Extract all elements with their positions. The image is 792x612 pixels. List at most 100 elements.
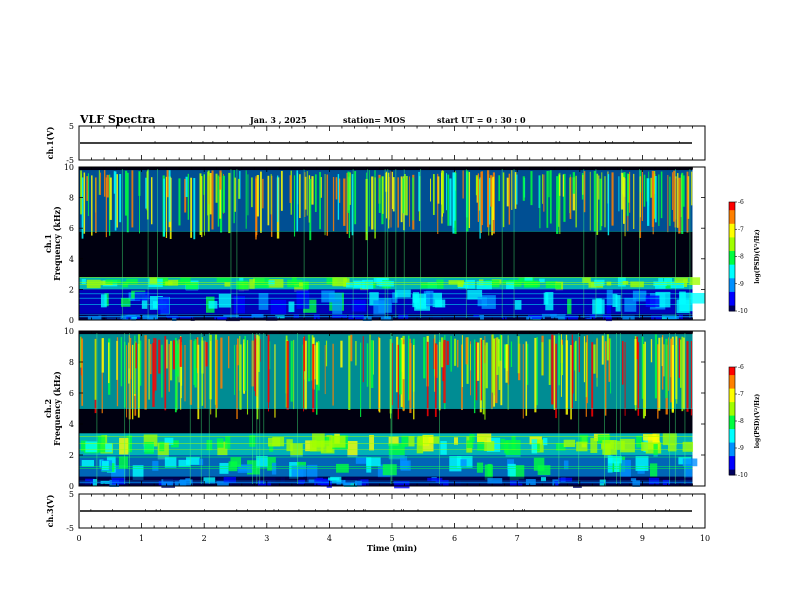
cbar2-cell bbox=[729, 410, 735, 414]
ch1-spec-streak bbox=[165, 176, 168, 238]
cbar2-cell bbox=[729, 461, 735, 465]
ch2-spec-streak bbox=[610, 338, 612, 394]
ch2-spec-streak bbox=[302, 344, 304, 409]
cbar2-cell bbox=[729, 380, 735, 384]
ch2-spec-streak bbox=[215, 339, 218, 410]
ch1-spec-streak bbox=[563, 173, 566, 222]
colorbar-ch2: -6 -7 -8 -9 -10 log(PSD)(V²/Hz) bbox=[728, 364, 761, 479]
ch1-spec-streak bbox=[280, 170, 283, 211]
ch2-spec-streak bbox=[148, 339, 150, 400]
ch1-spec-streak bbox=[277, 175, 279, 222]
ch1-spec-streak bbox=[86, 176, 89, 201]
ch2-spec-blob bbox=[144, 441, 154, 454]
ch1-spec-blob bbox=[539, 278, 545, 283]
ch1-spec-streak bbox=[168, 170, 171, 222]
ch1-spec-blob bbox=[564, 315, 578, 321]
ch1-spec-blob bbox=[664, 277, 673, 286]
cbar2-cell bbox=[729, 415, 735, 419]
ch2-spec-streak bbox=[476, 342, 480, 381]
ch3-voltage-panel: 5 -5 ch.3(V) bbox=[45, 490, 706, 533]
ch1-spec-streak bbox=[83, 172, 86, 234]
ch1-spec-blob bbox=[373, 277, 388, 284]
ch1-spec-streak bbox=[624, 178, 626, 237]
ch2-spec-streak bbox=[585, 342, 588, 398]
ch1-spec-streak bbox=[178, 178, 181, 226]
ch2-spec-streak bbox=[172, 340, 176, 370]
ch1-spec-blob bbox=[420, 282, 437, 289]
ch2-spec-streak bbox=[434, 334, 436, 392]
ch2-spec-streak bbox=[315, 342, 319, 385]
ch1-spec-streak bbox=[126, 172, 129, 233]
ch1-spec-blob bbox=[225, 316, 240, 322]
ch1-spec-blob bbox=[689, 277, 701, 285]
cbar1-cell bbox=[729, 286, 735, 290]
ch2-spec-blob bbox=[645, 442, 662, 454]
cbar2-tick-label: -10 bbox=[738, 472, 748, 479]
ch2-spec-blob bbox=[256, 455, 268, 468]
ch2-spec-blob bbox=[163, 478, 180, 482]
ch2-spec-streak bbox=[608, 338, 611, 382]
ch2-spec-blob bbox=[347, 440, 358, 458]
ch1-spec-streak bbox=[441, 172, 443, 205]
cbar1-cell bbox=[729, 237, 735, 241]
ch1-spec-streak bbox=[388, 172, 390, 229]
ch1-spec-streak bbox=[185, 176, 188, 197]
ch2-spec-blob bbox=[668, 444, 677, 452]
ch1-spec-streak bbox=[166, 170, 169, 198]
ch2-spec-streak bbox=[196, 337, 198, 368]
ch1-spec-ytick-label: 0 bbox=[69, 316, 74, 325]
ch2-spec-streak bbox=[350, 334, 353, 362]
ch1-spec-streak bbox=[481, 171, 483, 226]
ch1-spec-streak bbox=[453, 172, 456, 221]
cbar2-cell bbox=[729, 385, 735, 390]
ch2-spec-streak bbox=[204, 340, 206, 409]
cbar2-cell bbox=[729, 388, 735, 392]
cbar1-tick-label: -6 bbox=[738, 199, 744, 206]
ch1-spec-blob bbox=[612, 293, 618, 307]
ch1-spec-blob bbox=[682, 279, 688, 287]
ch2-spec-blob bbox=[164, 456, 177, 468]
ch1-spec-blob bbox=[86, 279, 101, 289]
ch1-spec-blob bbox=[147, 316, 157, 321]
ch1-spec-streak bbox=[601, 172, 603, 227]
ch3-voltage-ylabel: ch.3(V) bbox=[45, 494, 55, 527]
ch1-spec-streak bbox=[543, 174, 545, 212]
ch2-spec-streak bbox=[304, 340, 307, 410]
ch2-spec-ylabel: Frequency (kHz) bbox=[52, 371, 62, 446]
ch2-spec-ytick-label: 2 bbox=[69, 451, 74, 460]
ch1-spec-streak bbox=[667, 175, 669, 233]
ch2-spec-streak bbox=[586, 335, 588, 404]
ch1-spec-streak bbox=[335, 177, 338, 200]
ch2-spec-streak bbox=[373, 340, 374, 375]
ch1-spec-streak bbox=[468, 171, 471, 228]
ch2-spec-blob bbox=[280, 477, 285, 484]
cbar1-cell bbox=[729, 207, 735, 211]
ch2-spec-blob bbox=[186, 456, 200, 465]
cbar1-cell bbox=[729, 229, 735, 233]
ch2-spec-streak bbox=[236, 338, 239, 366]
ch1-spec-streak bbox=[392, 177, 395, 212]
ch2-spec-blob bbox=[345, 477, 361, 484]
ch1-spec-blob bbox=[412, 292, 420, 303]
ch2-spec-blob bbox=[500, 438, 506, 451]
cbar2-cell bbox=[729, 456, 735, 460]
ch2-spec-streak bbox=[606, 334, 609, 361]
ch1-spec-streak bbox=[641, 170, 643, 222]
ch2-spec-streak bbox=[434, 343, 437, 417]
ch1-spec-streak bbox=[105, 177, 107, 238]
ch2-spec-blob bbox=[557, 477, 573, 482]
ch1-spec-blob bbox=[332, 299, 343, 317]
ch1-spec-streak bbox=[409, 176, 411, 227]
ch1-spec-blob bbox=[476, 281, 492, 290]
cbar1-cell bbox=[729, 210, 735, 214]
ch2-spec-blob bbox=[453, 437, 459, 445]
ch1-voltage-ylabel: ch.1(V) bbox=[45, 126, 55, 159]
ch2-spec-streak bbox=[591, 342, 594, 417]
cbar2-cell bbox=[729, 472, 735, 476]
cbar1-cell bbox=[729, 240, 735, 244]
ch2-spec-streak bbox=[642, 343, 645, 419]
ch1-spec-streak bbox=[95, 177, 97, 234]
cbar2-cell bbox=[729, 407, 735, 411]
ch1-spec-streak bbox=[593, 171, 596, 232]
ch1-spec-streak bbox=[671, 172, 673, 210]
